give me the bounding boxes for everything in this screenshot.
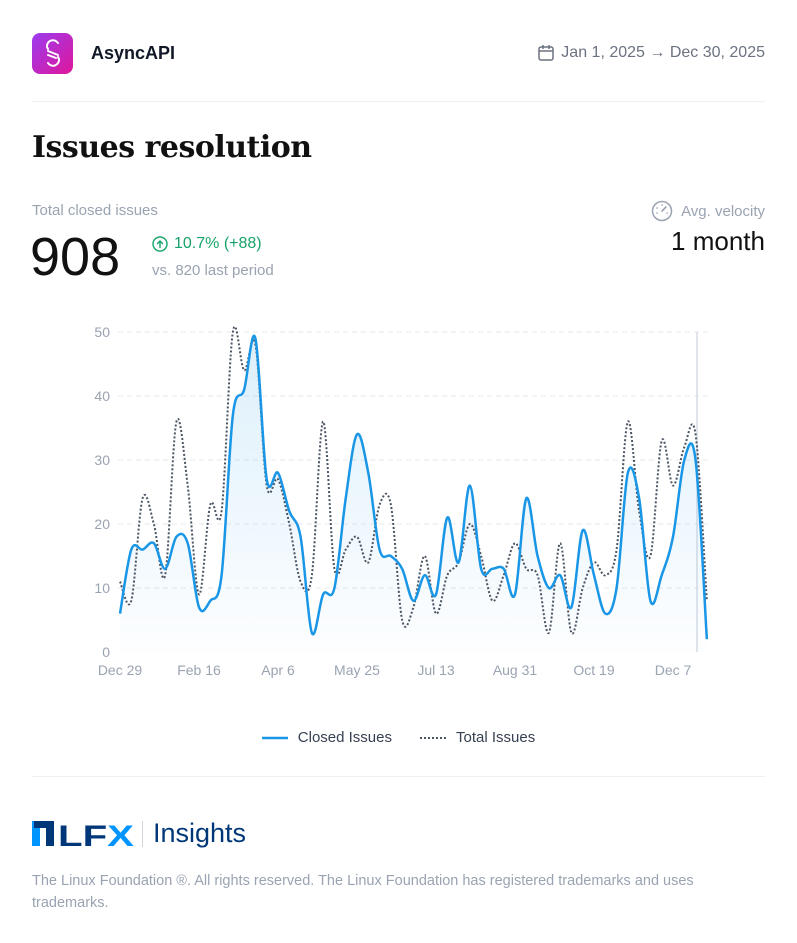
page-title: Issues resolution: [32, 130, 312, 165]
closed-issues-area: [120, 335, 707, 652]
header: AsyncAPI Jan 1, 2025 → Dec 30, 2025: [32, 32, 765, 74]
gauge-icon: [651, 200, 673, 222]
closed-issues-line: [118, 334, 709, 640]
x-tick-label: Dec 29: [98, 662, 143, 678]
total-issues-line: [119, 325, 708, 635]
velocity-label-text: Avg. velocity: [681, 202, 765, 220]
y-tick-label: 20: [94, 516, 110, 532]
lfx-wordmark: LFX: [58, 820, 134, 848]
y-tick-label: 0: [102, 644, 110, 660]
legend: Closed Issues Total Issues: [0, 729, 797, 746]
legend-total-label: Total Issues: [456, 729, 536, 746]
y-tick-label: 30: [94, 452, 110, 468]
legend-closed[interactable]: Closed Issues: [261, 729, 392, 746]
total-closed-label: Total closed issues: [32, 202, 158, 219]
date-range-text: Jan 1, 2025 → Dec 30, 2025: [561, 44, 765, 61]
project-name: AsyncAPI: [91, 42, 176, 63]
divider: [32, 101, 765, 102]
x-tick-label: Apr 6: [261, 662, 295, 678]
comparison-text: vs. 820 last period: [152, 262, 274, 279]
velocity-label: Avg. velocity: [651, 200, 765, 222]
divider: [32, 776, 765, 777]
date-range[interactable]: Jan 1, 2025 → Dec 30, 2025: [537, 44, 765, 62]
product-name: Insights: [153, 818, 247, 848]
arrow-up-circle-icon: [152, 236, 168, 252]
y-tick-label: 10: [94, 580, 110, 596]
total-closed-value: 908: [30, 227, 121, 287]
issues-chart: 0 10 20 30 40 50 Dec 29 Feb 16 Apr 6 May 25 Jul 13…: [94, 324, 709, 678]
velocity-value: 1 month: [671, 226, 765, 256]
legend-closed-label: Closed Issues: [297, 729, 392, 746]
x-tick-label: Aug 31: [493, 662, 538, 678]
x-tick-label: Feb 16: [177, 662, 221, 678]
delta: 10.7% (+88): [152, 235, 262, 253]
delta-text: 10.7% (+88): [174, 235, 262, 252]
x-tick-label: Dec 7: [655, 662, 692, 678]
y-tick-label: 40: [94, 388, 110, 404]
y-tick-label: 50: [94, 324, 110, 340]
lfx-logo: LFX Insights: [32, 818, 246, 849]
x-tick-label: Jul 13: [417, 662, 455, 678]
x-tick-label: Oct 19: [573, 662, 614, 678]
copyright: The Linux Foundation ®. All rights reser…: [32, 873, 694, 911]
project-logo: [32, 32, 73, 74]
legend-total[interactable]: Total Issues: [420, 729, 535, 746]
x-tick-label: May 25: [334, 662, 380, 678]
calendar-icon: [538, 45, 555, 61]
